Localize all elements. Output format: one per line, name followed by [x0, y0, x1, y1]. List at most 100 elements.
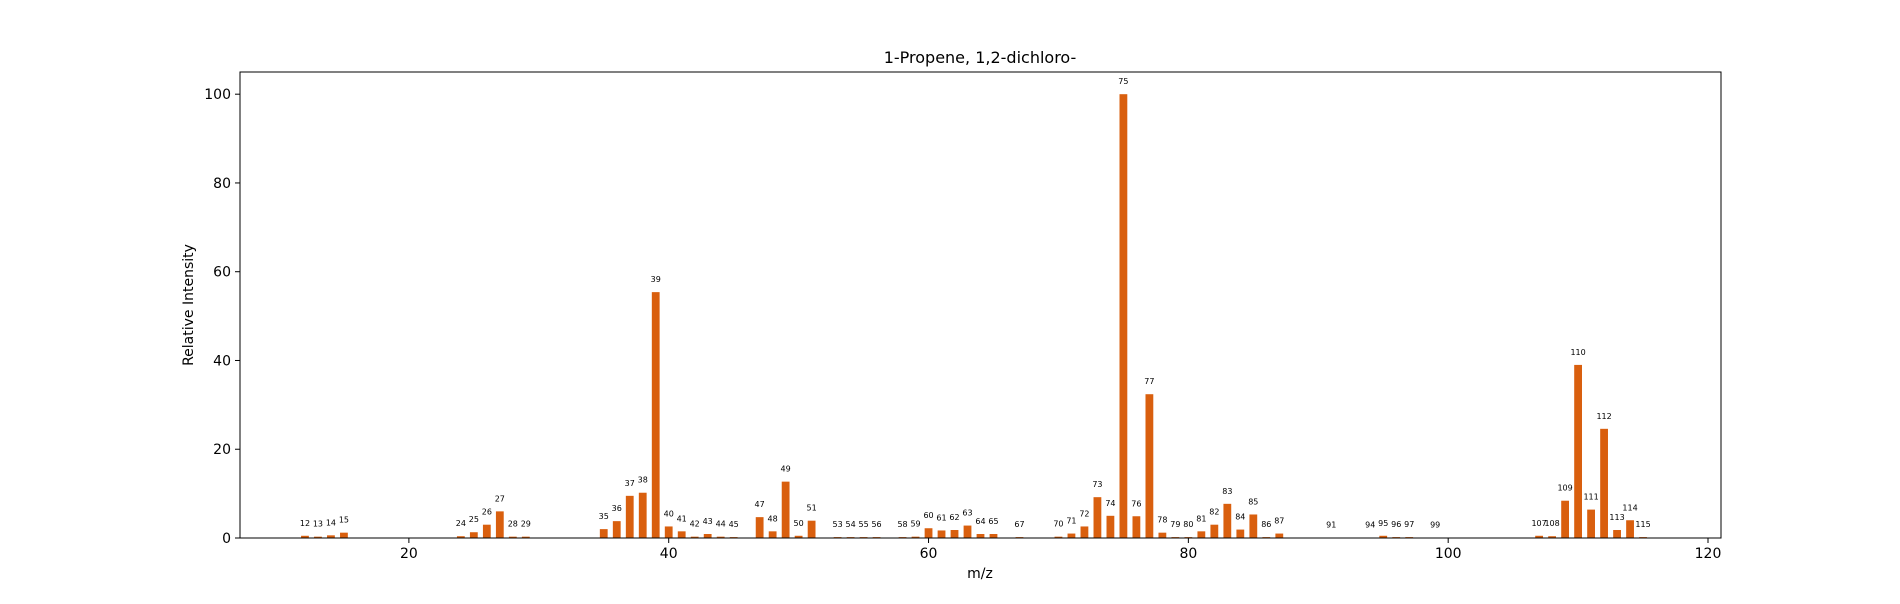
bar-label-mz-64: 64 [975, 517, 985, 526]
bar-label-mz-82: 82 [1209, 508, 1219, 517]
bar-mz-76 [1132, 516, 1140, 538]
bar-label-mz-51: 51 [807, 504, 817, 513]
bar-mz-64 [977, 534, 985, 538]
bar-label-mz-75: 75 [1118, 77, 1128, 86]
bar-label-mz-110: 110 [1570, 348, 1585, 357]
bar-mz-75 [1120, 94, 1128, 538]
bar-mz-25 [470, 532, 478, 538]
bar-mz-72 [1081, 526, 1089, 538]
bar-label-mz-80: 80 [1183, 520, 1193, 529]
bar-mz-39 [652, 292, 660, 538]
bar-mz-48 [769, 531, 777, 538]
bar-mz-47 [756, 517, 764, 538]
bar-label-mz-96: 96 [1391, 520, 1401, 529]
bar-label-mz-62: 62 [949, 513, 959, 522]
bar-mz-111 [1587, 510, 1595, 538]
x-axis-label: m/z [967, 566, 993, 582]
bar-label-mz-99: 99 [1430, 521, 1440, 530]
bar-label-mz-113: 113 [1609, 513, 1624, 522]
y-axis-label: Relative Intensity [181, 244, 197, 366]
bar-mz-51 [808, 521, 816, 538]
bar-mz-36 [613, 521, 621, 538]
bar-label-mz-91: 91 [1326, 521, 1336, 530]
bar-label-mz-41: 41 [677, 514, 687, 523]
bar-mz-26 [483, 525, 491, 538]
bar-mz-27 [496, 511, 504, 538]
bar-mz-65 [990, 534, 998, 538]
bar-label-mz-74: 74 [1105, 499, 1115, 508]
bar-label-mz-81: 81 [1196, 514, 1206, 523]
y-tick-label-80: 80 [213, 176, 231, 192]
bar-mz-73 [1094, 497, 1102, 538]
bar-mz-114 [1626, 520, 1634, 538]
bar-label-mz-111: 111 [1583, 493, 1598, 502]
bar-label-mz-85: 85 [1248, 497, 1258, 506]
bar-mz-84 [1236, 530, 1244, 538]
bar-mz-49 [782, 482, 790, 538]
bar-mz-61 [938, 530, 946, 538]
bar-label-mz-79: 79 [1170, 520, 1180, 529]
bar-label-mz-109: 109 [1557, 484, 1572, 493]
bar-label-mz-72: 72 [1079, 509, 1089, 518]
bar-label-mz-25: 25 [469, 515, 479, 524]
bar-label-mz-56: 56 [871, 520, 881, 529]
bar-label-mz-40: 40 [664, 509, 674, 518]
bar-mz-40 [665, 526, 673, 538]
bar-label-mz-47: 47 [755, 500, 765, 509]
y-tick-label-0: 0 [222, 531, 231, 547]
x-tick-label-120: 120 [1695, 546, 1722, 562]
bar-label-mz-86: 86 [1261, 520, 1271, 529]
bar-label-mz-84: 84 [1235, 513, 1245, 522]
bar-label-mz-38: 38 [638, 476, 648, 485]
bar-label-mz-78: 78 [1157, 516, 1167, 525]
bar-label-mz-53: 53 [833, 520, 843, 529]
bar-label-mz-45: 45 [729, 520, 739, 529]
y-tick-label-40: 40 [213, 353, 231, 369]
bar-mz-62 [951, 530, 959, 538]
bar-label-mz-35: 35 [599, 512, 609, 521]
y-tick-label-20: 20 [213, 442, 231, 458]
bar-mz-109 [1561, 501, 1569, 538]
bar-label-mz-77: 77 [1144, 377, 1154, 386]
bar-label-mz-26: 26 [482, 508, 492, 517]
bar-label-mz-14: 14 [326, 518, 336, 527]
x-tick-label-40: 40 [660, 546, 678, 562]
bar-label-mz-94: 94 [1365, 521, 1375, 530]
bar-label-mz-70: 70 [1053, 520, 1063, 529]
bar-mz-87 [1275, 534, 1283, 538]
bar-label-mz-49: 49 [781, 465, 791, 474]
bar-label-mz-63: 63 [962, 509, 972, 518]
bar-mz-71 [1068, 534, 1076, 538]
bar-label-mz-50: 50 [794, 519, 804, 528]
bar-label-mz-42: 42 [690, 520, 700, 529]
bar-mz-83 [1223, 504, 1231, 538]
bar-mz-37 [626, 496, 634, 538]
bar-mz-41 [678, 531, 686, 538]
bar-mz-81 [1197, 531, 1205, 538]
bar-label-mz-114: 114 [1622, 503, 1637, 512]
bar-mz-82 [1210, 525, 1218, 538]
bar-label-mz-60: 60 [923, 511, 933, 520]
plot-frame [240, 72, 1721, 538]
bar-label-mz-55: 55 [858, 520, 868, 529]
bar-label-mz-87: 87 [1274, 517, 1284, 526]
bar-label-mz-67: 67 [1014, 520, 1024, 529]
bar-label-mz-36: 36 [612, 504, 622, 513]
bar-label-mz-13: 13 [313, 520, 323, 529]
x-tick-label-100: 100 [1435, 546, 1462, 562]
bar-label-mz-48: 48 [768, 514, 778, 523]
bar-label-mz-61: 61 [936, 513, 946, 522]
bar-label-mz-15: 15 [339, 516, 349, 525]
y-tick-label-100: 100 [204, 87, 231, 103]
bar-mz-35 [600, 529, 608, 538]
bar-label-mz-39: 39 [651, 275, 661, 284]
bar-mz-78 [1158, 533, 1166, 538]
bar-mz-74 [1107, 516, 1115, 538]
bar-label-mz-27: 27 [495, 494, 505, 503]
chart-title: 1-Propene, 1,2-dichloro- [884, 48, 1077, 67]
bar-mz-63 [964, 526, 972, 538]
